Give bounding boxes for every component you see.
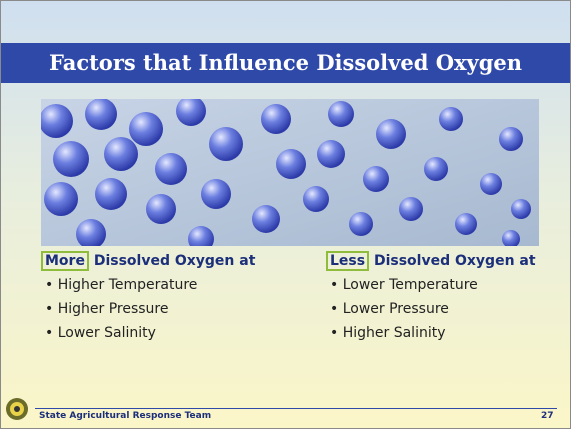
bullet-text: Lower Salinity — [57, 325, 156, 341]
bullet: • Lower Pressure — [330, 301, 449, 317]
column-heading: More Dissolved Oxygen at — [41, 251, 281, 271]
page-number: 27 — [541, 411, 554, 421]
heading-text: Dissolved Oxygen at — [93, 253, 256, 269]
bullet-text: Higher Temperature — [57, 277, 198, 293]
highlight: More — [41, 251, 89, 271]
bullet: • Higher Pressure — [45, 301, 169, 317]
highlight: Less — [326, 251, 370, 271]
footer-org: State Agricultural Response Team — [39, 411, 212, 421]
bullet: • Lower Salinity — [45, 325, 156, 341]
bullet-text: Lower Pressure — [342, 301, 449, 317]
left-column: More Dissolved Oxygen at • Higher Temper… — [41, 251, 281, 341]
bullet-text: Lower Temperature — [342, 277, 478, 293]
spheres-image — [41, 99, 539, 246]
heading-text: Dissolved Oxygen at — [373, 253, 536, 269]
bullet-text: Higher Salinity — [342, 325, 446, 341]
bullet: • Higher Temperature — [45, 277, 198, 293]
bullet: • Higher Salinity — [330, 325, 446, 341]
bullet: • Lower Temperature — [330, 277, 478, 293]
footer-rule — [35, 408, 557, 409]
logo — [6, 398, 28, 420]
slide-title: Factors that Influence Dissolved Oxygen — [1, 43, 570, 83]
column-heading: Less Dissolved Oxygen at — [326, 251, 566, 271]
bullet-text: Higher Pressure — [57, 301, 169, 317]
right-column: Less Dissolved Oxygen at • Lower Tempera… — [326, 251, 566, 341]
